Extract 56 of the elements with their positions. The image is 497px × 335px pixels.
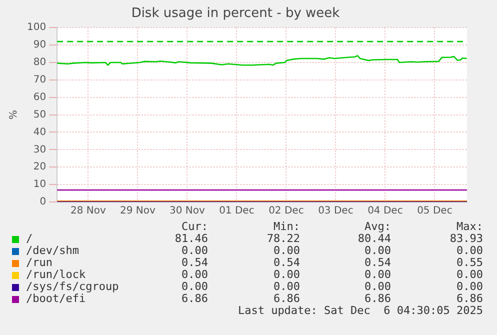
legend-label: /sys/fs/cgroup	[26, 280, 119, 293]
text: Last update: Sat Dec 6 04:30:05 2025	[236, 304, 483, 317]
y-axis-title: %	[8, 110, 20, 120]
legend-label: /	[26, 232, 33, 245]
y-tick-label: 60	[33, 92, 46, 103]
text: 6.86	[180, 292, 208, 305]
y-tick-label: 0	[40, 196, 46, 208]
y-tick-label: 90	[33, 40, 46, 51]
text: 0.00	[180, 268, 208, 281]
text: Max:	[456, 220, 483, 233]
text: 0.00	[180, 244, 208, 257]
text: 0.00	[364, 280, 391, 293]
text: 81.46	[174, 232, 208, 245]
y-tick-label: 70	[33, 74, 46, 86]
y-tick-label: 20	[33, 162, 46, 173]
x-tick-label: 28 Nov	[70, 206, 106, 217]
text: 78.22	[266, 232, 300, 245]
x-tick-label: 30 Nov	[169, 206, 205, 217]
x-tick-label: 03 Dec	[318, 206, 354, 217]
y-tick-label: 30	[33, 144, 46, 156]
chart-title: Disk usage in percent - by week	[131, 6, 340, 22]
y-tick-label: 80	[33, 57, 46, 68]
legend-label: /run	[26, 256, 52, 269]
text: 0.54	[180, 256, 208, 269]
legend-label: /dev/shm	[26, 244, 79, 257]
text: Avg:	[364, 220, 391, 233]
text: 6.86	[456, 292, 483, 305]
legend-label: /boot/efi	[26, 292, 86, 305]
y-tick-label: 10	[33, 179, 46, 190]
text: 0.00	[272, 244, 300, 257]
text: 0.00	[364, 268, 391, 281]
x-tick-label: 04 Dec	[368, 206, 403, 217]
text: Min:	[272, 220, 300, 233]
y-tick-label: 50	[33, 109, 46, 120]
legend-label: /run/lock	[26, 268, 86, 281]
text: 80.44	[356, 232, 391, 245]
x-tick-label: 29 Nov	[120, 206, 156, 217]
text: 0.54	[364, 256, 391, 269]
x-tick-label: 01 Dec	[219, 206, 254, 217]
text: 0.00	[364, 244, 391, 257]
x-tick-label: 02 Dec	[268, 206, 304, 217]
text: 6.86	[272, 292, 300, 305]
text: 6.86	[364, 292, 391, 305]
y-tick-label: 40	[33, 126, 46, 138]
text: 0.00	[180, 280, 208, 293]
text: 0.00	[456, 268, 483, 281]
text: 0.55	[456, 256, 483, 269]
text: 83.93	[448, 232, 483, 245]
text: 0.00	[456, 280, 483, 293]
text: 0.00	[272, 280, 300, 293]
text: Cur:	[180, 220, 208, 233]
text: 0.00	[272, 268, 300, 281]
text: 0.54	[272, 256, 300, 269]
text: 0.00	[456, 244, 483, 257]
x-tick-label: 05 Dec	[417, 206, 452, 217]
y-tick-label: 100	[26, 22, 46, 34]
